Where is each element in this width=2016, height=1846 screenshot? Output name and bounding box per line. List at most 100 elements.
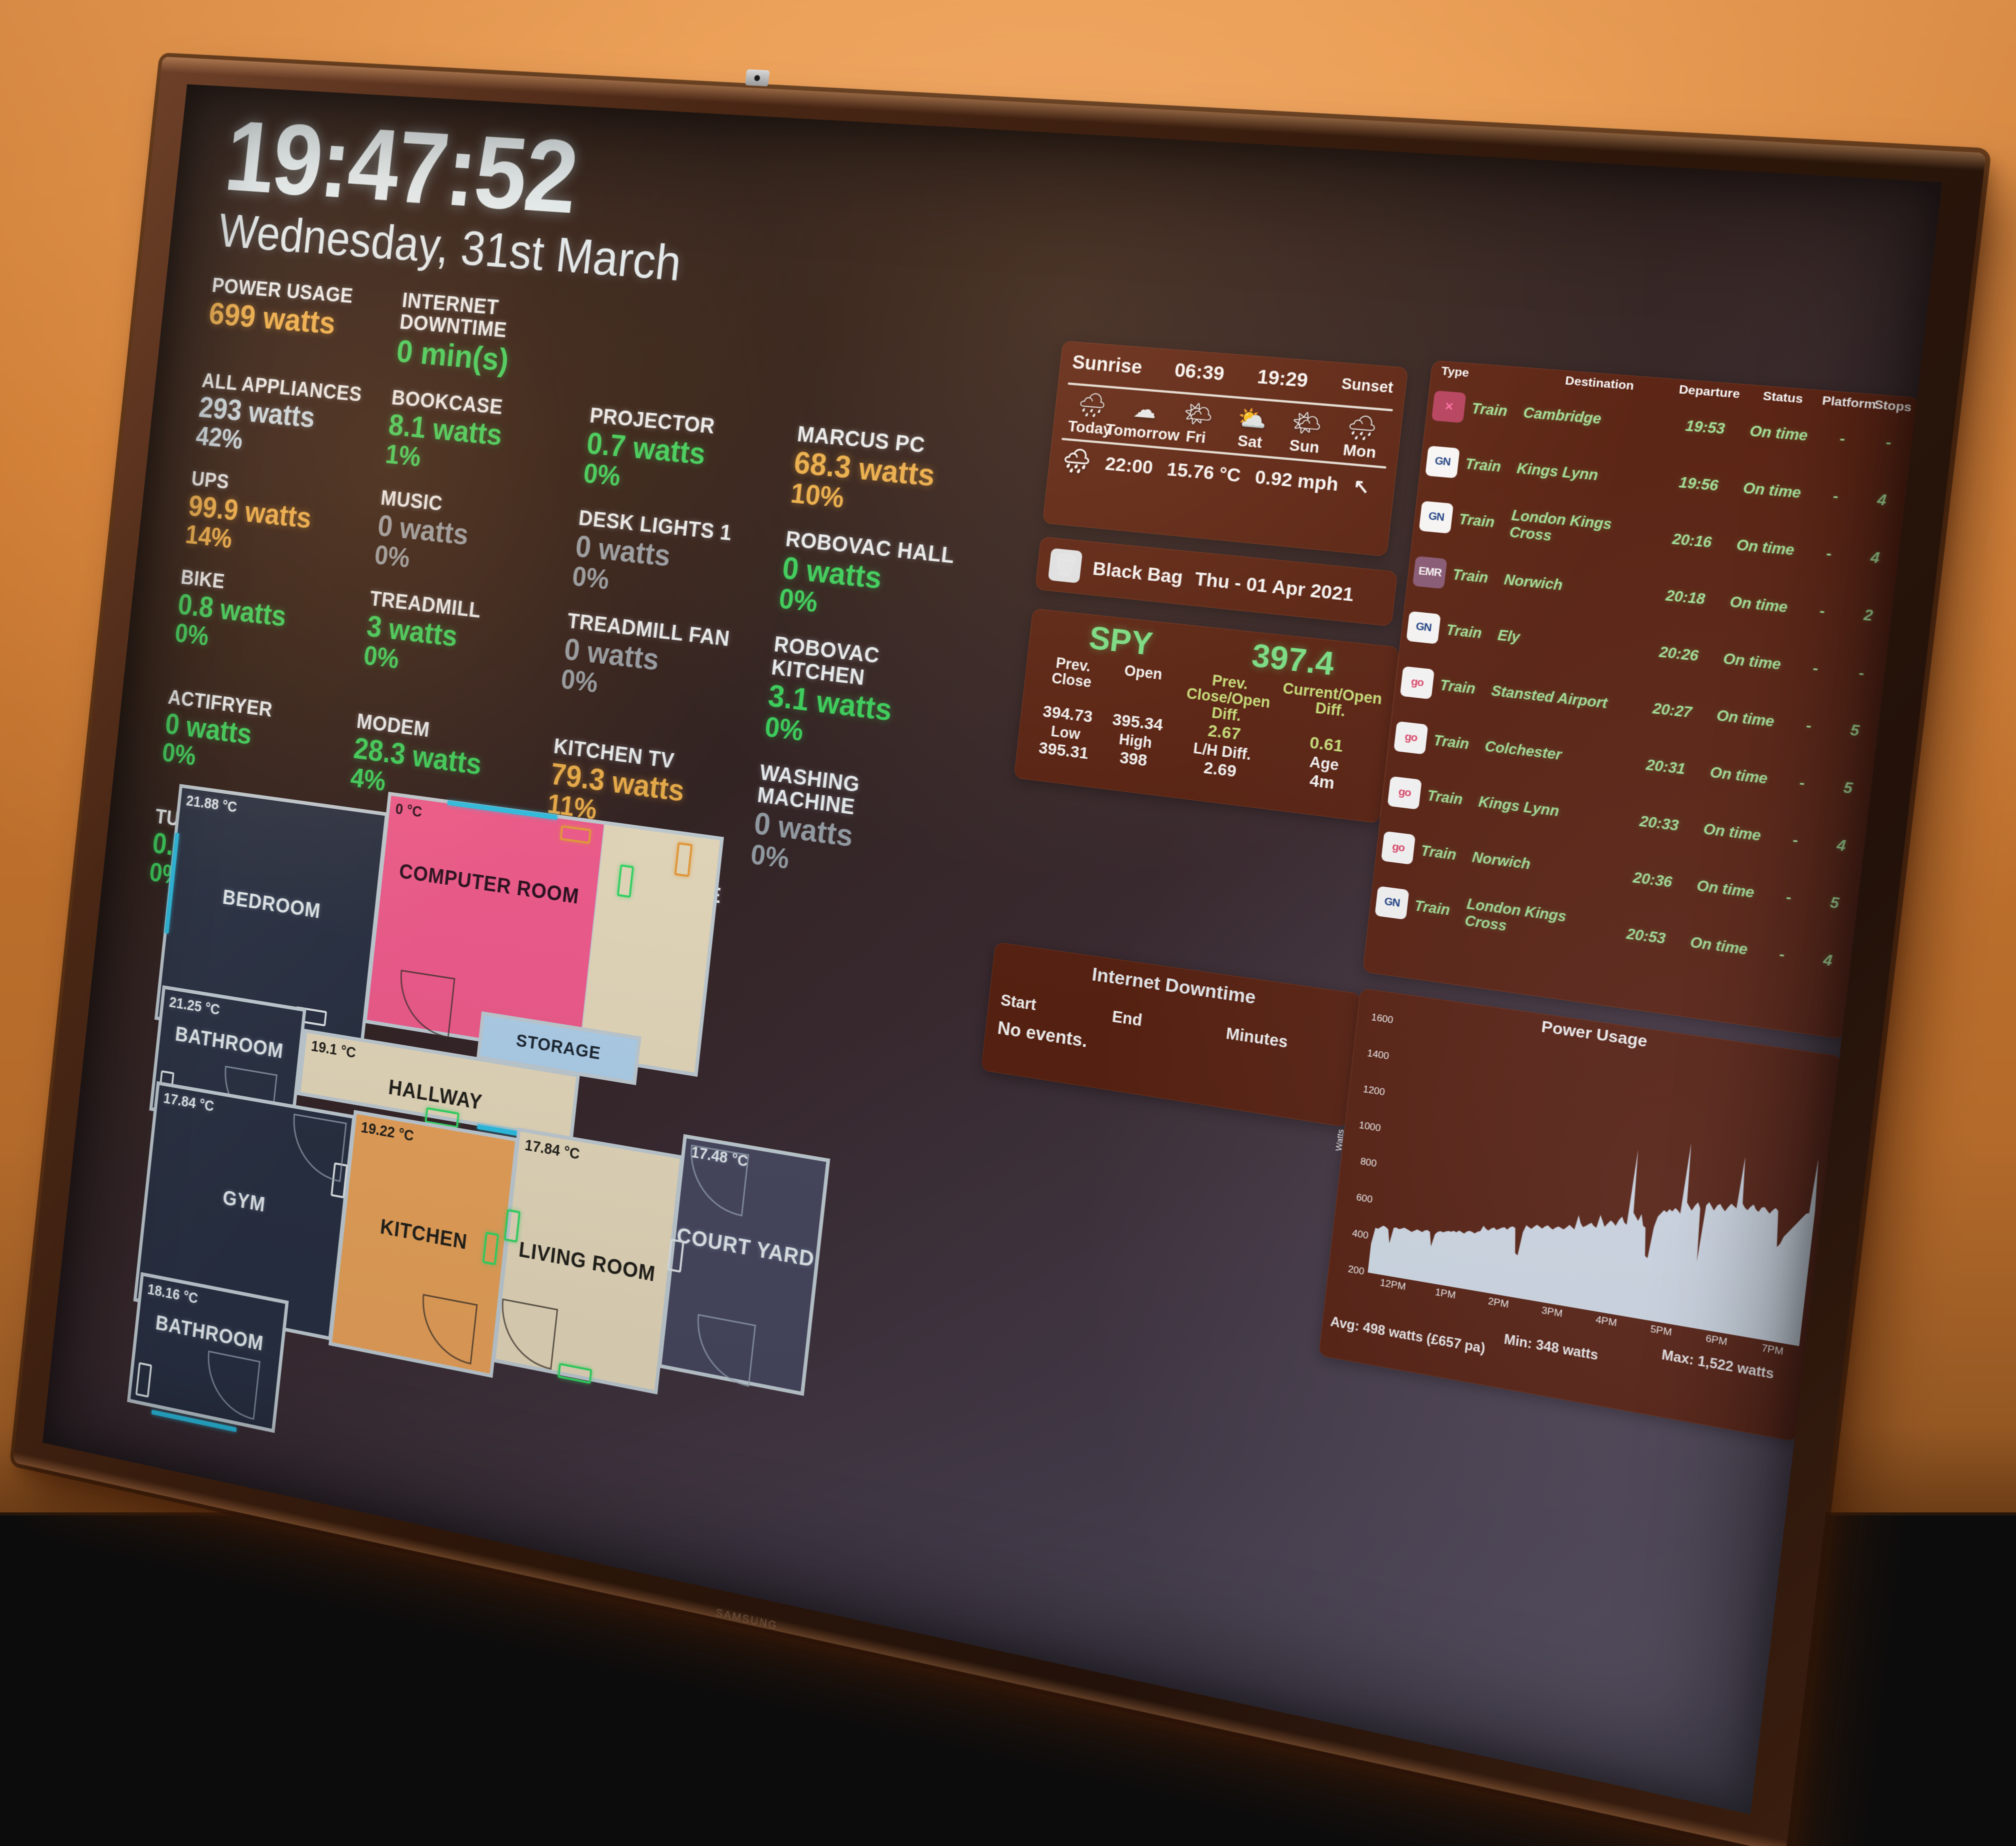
room-bedroom[interactable]: 21.88 °C BEDROOM [154,784,388,1054]
train-platform: - [1817,428,1868,450]
floor-plan[interactable]: 21.88 °C BEDROOM 0 °C COMPUTER ROOM [111,764,882,1571]
room-gym[interactable]: 17.84 °C GYM [134,1081,356,1341]
train-destination: Kings Lynn [1478,793,1624,828]
train-departure: 20:33 [1624,811,1694,837]
kpi-label: WASHING MACHINE [756,761,961,832]
room-bathroom-upper[interactable]: 21.25 °C BATHROOM [149,985,306,1136]
webcam-icon [745,69,770,87]
stock-value: 395.34 [1102,709,1173,736]
stock-header: Current/Open Diff. [1278,680,1383,740]
stock-value: 4m [1272,767,1372,798]
bin-collection-panel[interactable]: 🗑 Black Bag Thu - 01 Apr 2021 [1035,536,1398,626]
room-court-yard[interactable]: 17.48 °C COURT YARD [658,1134,830,1396]
kpi-value: 293 watts [198,392,376,439]
stock-value: 398 [1098,746,1169,774]
train-status: On time [1702,763,1776,788]
train-stops: 5 [1814,892,1854,914]
kpi-value: 0 watts [574,530,769,582]
train-status: On time [1682,933,1756,960]
chart-y-tick: 1200 [1362,1083,1386,1098]
device-sensor [667,1238,684,1273]
room-kitchen[interactable]: 19.22 °C KITCHEN [328,1110,519,1378]
train-platform: - [1764,886,1814,909]
chart-x-tick: 4PM [1595,1314,1618,1329]
stock-value: 0.61 [1276,729,1377,760]
room-living-room[interactable]: 17.84 °C LIVING ROOM [492,1127,684,1394]
train-status: On time [1728,536,1804,560]
dashboard: 19:47:52 Wednesday, 31st March POWER USA… [42,84,1942,1814]
operator-logo-icon: EMR [1412,556,1448,589]
kpi-value: 0.8 watts [176,589,355,640]
clock-date: Wednesday, 31st March [216,207,684,288]
kpi-label: TUMBLE DRYER [154,806,331,852]
door-swing [394,970,456,1038]
weather-now-temp: 15.76 °C [1166,458,1242,487]
cloud-rain-icon: 🌧 [1346,415,1379,441]
room-storage[interactable]: STORAGE [476,1011,642,1085]
weather-panel[interactable]: Sunrise 06:39 19:29 Sunset 🌧Today☁Tomorr… [1042,341,1408,557]
train-platform: - [1797,600,1848,622]
door-swing [684,1144,749,1216]
train-platform: - [1777,772,1828,795]
bin-name: Black Bag [1092,558,1184,589]
train-stops: 4 [1808,949,1848,972]
room-label: GYM [148,1173,342,1231]
chart-max-stat: Max: 1,522 watts [1661,1347,1775,1382]
train-status: On time [1721,593,1796,617]
kpi-value: 0 watts [752,807,956,867]
train-platform: - [1790,657,1841,680]
kpi-label: KITCHEN TV [552,735,746,782]
train-status: On time [1708,706,1783,731]
device-sensor [330,1162,348,1198]
kpi-value: 3.1 watts [766,680,970,736]
chart-title: Power Usage [1364,992,1836,1078]
stock-header: Prev. Close [1034,653,1110,708]
train-type: Train [1458,511,1509,533]
forecast-day-label: Mon [1342,441,1377,462]
train-departure: 20:53 [1611,924,1681,950]
chart-y-tick: 800 [1360,1156,1377,1170]
train-destination: Norwich [1503,571,1650,602]
kpi-percent: 14% [184,521,362,568]
stock-header: Low [1029,721,1102,745]
sunset-time: 19:29 [1256,366,1309,392]
kpi-label: DESK LIGHTS 1 [578,507,772,549]
train-col-header: Type [1436,364,1474,381]
operator-logo-icon: go [1381,831,1416,865]
train-stops: 4 [1822,835,1862,857]
kpi-label: BIKE [180,567,358,608]
kpi-value: 3 watts [366,611,552,663]
divider [1062,438,1386,469]
stock-value: 394.73 [1031,701,1104,728]
train-col-header: Departure [1674,383,1744,402]
kpi-percent: 1% [384,440,570,487]
kpi-value: 0.9 watts [339,855,524,912]
bin-date: Thu - 01 Apr 2021 [1194,568,1354,606]
stock-header: Open [1104,661,1178,716]
kpi-value: 0 watts [780,552,985,606]
window-sensor [164,833,179,934]
train-departure: 19:56 [1664,473,1734,496]
